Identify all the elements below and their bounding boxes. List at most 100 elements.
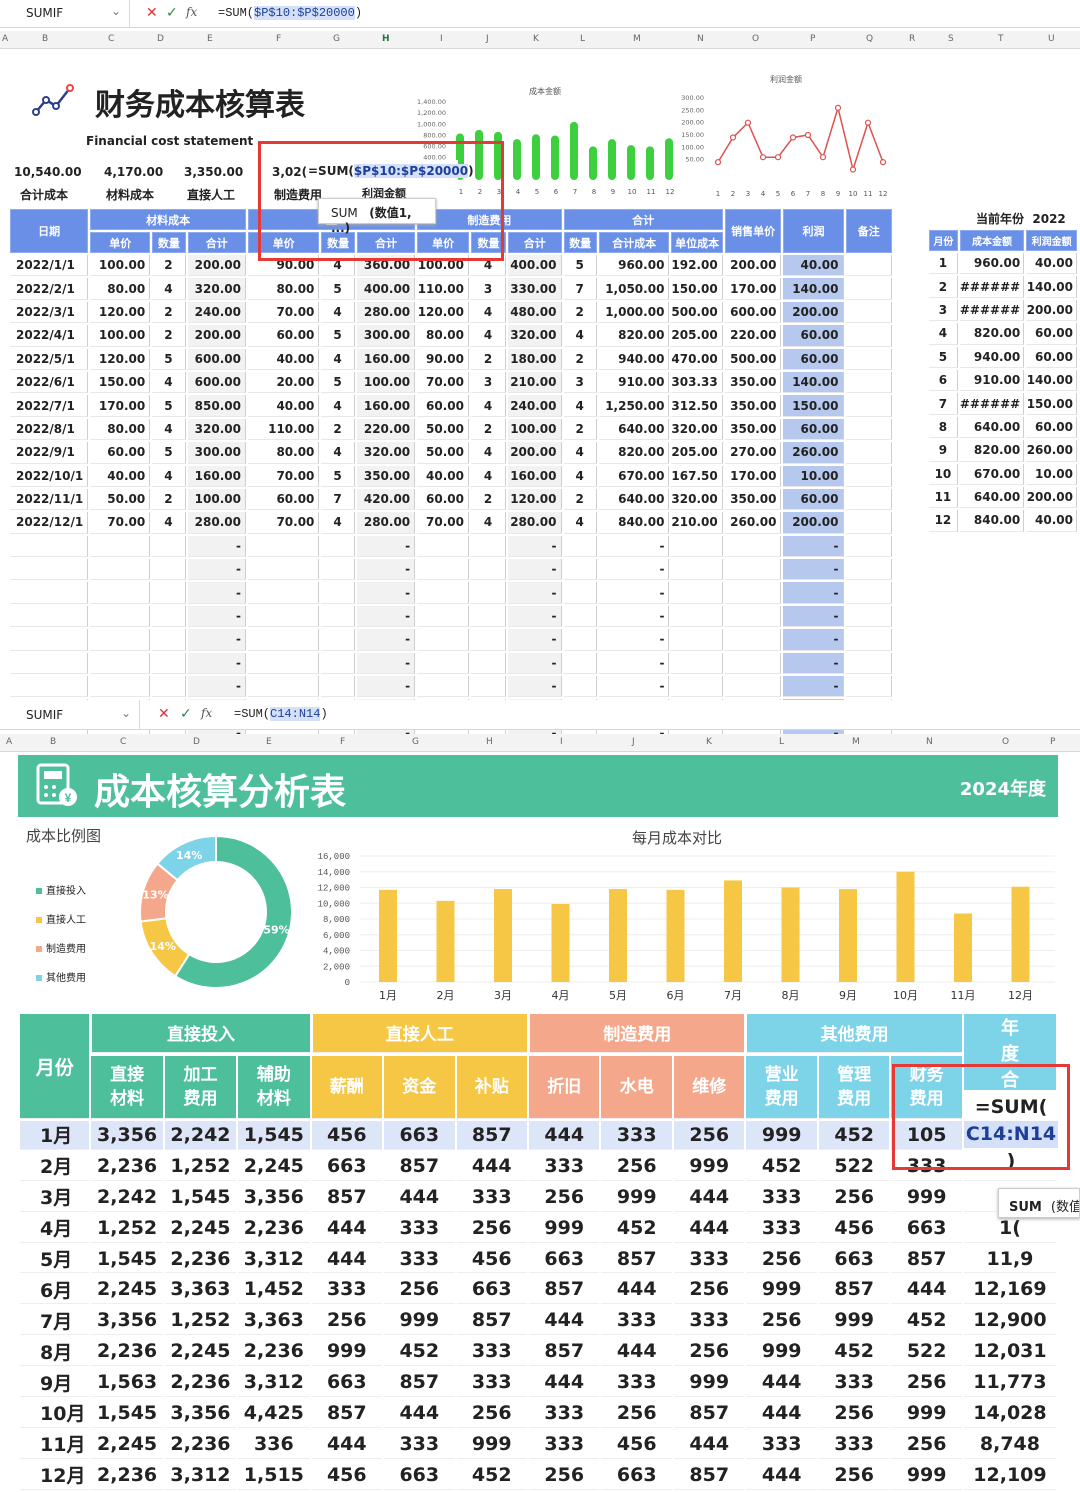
x-tick-label: 2 <box>731 190 735 198</box>
column-letter[interactable]: F <box>276 34 282 44</box>
column-letter[interactable]: L <box>580 34 586 44</box>
table-cell: 100.00 <box>90 325 151 347</box>
x-tick-label: 7 <box>573 188 577 196</box>
column-letter[interactable]: Q <box>866 34 874 44</box>
side-cell: 60.00 <box>1026 346 1077 368</box>
column-letter[interactable]: M <box>633 34 641 44</box>
column-letter[interactable]: U <box>1048 34 1055 44</box>
column-letter[interactable]: K <box>533 34 539 44</box>
column-letter[interactable]: F <box>340 737 346 747</box>
cell-editor-bottom[interactable]: =SUM(C14:N14) <box>964 1090 1058 1172</box>
table-cell: 444 <box>673 1183 745 1212</box>
column-letter[interactable]: O <box>1002 737 1010 747</box>
column-letter[interactable]: E <box>207 34 213 44</box>
column-letter[interactable]: N <box>926 737 933 747</box>
y-tick-label: 50.00 <box>685 156 704 164</box>
column-letter[interactable]: M <box>852 737 860 747</box>
column-letter[interactable]: I <box>560 737 563 747</box>
column-letter[interactable]: N <box>697 34 704 44</box>
confirm-icon[interactable]: ✓ <box>166 5 178 21</box>
fx-icon[interactable]: fx <box>201 706 213 720</box>
chevron-down-icon[interactable]: ⌄ <box>120 706 131 720</box>
table-cell: 7月 <box>20 1306 90 1336</box>
table-cell: 40.00 <box>90 465 151 487</box>
table-cell: 8,748 <box>963 1430 1056 1459</box>
table-cell: 3,363 <box>238 1306 310 1336</box>
table-cell <box>321 605 355 628</box>
table-cell: 60.00 <box>417 395 470 417</box>
table-cell: - <box>598 629 670 651</box>
y-tick-label: 16,000 <box>318 852 350 862</box>
table-cell: 2 <box>321 418 355 441</box>
column-letter[interactable]: D <box>193 737 200 747</box>
table-cell: 3 <box>471 278 507 300</box>
column-letter[interactable]: G <box>333 34 340 44</box>
cell-editor-top[interactable]: =SUM($P$10:$P$20000) <box>306 160 474 182</box>
column-letter[interactable]: C <box>108 34 115 44</box>
sub-header: 合计成本 <box>598 232 670 253</box>
column-letter[interactable]: I <box>440 34 443 44</box>
table-cell: 452 <box>746 1152 817 1181</box>
formula-input-bottom[interactable]: =SUM(C14:N14) <box>234 707 328 721</box>
column-letter[interactable]: E <box>266 737 272 747</box>
column-letter[interactable]: B <box>42 34 49 44</box>
column-letter[interactable]: G <box>412 737 419 747</box>
table-cell <box>845 395 892 417</box>
column-letter[interactable]: K <box>706 737 712 747</box>
column-letter[interactable]: A <box>2 34 9 44</box>
table-cell <box>563 629 597 651</box>
table-cell: 999 <box>311 1337 383 1367</box>
table-cell: 444 <box>529 1121 600 1150</box>
side-cell: 200.00 <box>1026 486 1077 509</box>
column-letter[interactable]: T <box>998 34 1004 44</box>
column-letter[interactable]: A <box>6 737 13 747</box>
y-tick-label: 8,000 <box>323 915 350 925</box>
table-cell: 2 <box>152 325 186 347</box>
pie-label: 59% <box>263 924 289 937</box>
table-cell: 150.00 <box>671 278 723 300</box>
table-cell: 350.00 <box>724 418 782 441</box>
profit-amount-label: 利润金额 <box>362 187 406 200</box>
table-cell <box>321 676 355 698</box>
table-cell: 444 <box>891 1275 962 1305</box>
table-cell: - <box>508 535 562 558</box>
column-letter[interactable]: H <box>382 34 390 44</box>
name-box-bottom[interactable]: SUMIF ⌄ <box>0 700 140 729</box>
table-cell: 60.00 <box>783 488 844 511</box>
x-tick-label: 1月 <box>379 989 397 1002</box>
fx-icon[interactable]: fx <box>186 5 198 19</box>
column-letter[interactable]: R <box>909 34 916 44</box>
column-letter[interactable]: C <box>120 737 127 747</box>
column-letter[interactable]: J <box>486 34 489 44</box>
column-letter[interactable]: O <box>752 34 760 44</box>
table-cell: - <box>187 652 246 675</box>
sub-header: 管理费用 <box>818 1054 890 1119</box>
column-letter[interactable]: P <box>1050 737 1056 747</box>
sub-header: 折旧 <box>529 1054 600 1119</box>
column-letter[interactable]: J <box>632 737 635 747</box>
cancel-icon[interactable]: ✕ <box>158 706 170 722</box>
column-letter[interactable]: D <box>157 34 164 44</box>
name-box[interactable]: SUMIF ⌄ <box>0 0 130 27</box>
calculator-icon: ¥ <box>36 763 77 806</box>
side-cell: 60.00 <box>1026 323 1077 345</box>
table-cell: 80.00 <box>417 325 470 347</box>
column-letter[interactable]: B <box>50 737 57 747</box>
column-letter[interactable]: L <box>779 737 785 747</box>
table-cell: 5 <box>152 395 186 417</box>
formula-input[interactable]: =SUM($P$10:$P$20000) <box>218 6 363 20</box>
chevron-down-icon[interactable]: ⌄ <box>110 4 121 18</box>
table-cell: 999 <box>746 1121 817 1150</box>
column-letter[interactable]: P <box>810 34 816 44</box>
table-cell: 120.00 <box>90 348 151 370</box>
column-letter[interactable]: S <box>948 34 954 44</box>
x-tick-label: 1 <box>459 188 463 196</box>
table-cell: 3,356 <box>91 1121 163 1150</box>
confirm-icon[interactable]: ✓ <box>180 706 192 722</box>
column-letter[interactable]: H <box>486 737 493 747</box>
table-cell: 2 <box>152 255 186 277</box>
table-cell <box>321 559 355 581</box>
cancel-icon[interactable]: ✕ <box>146 5 158 21</box>
table-row: 2022/6/1 150.00 4 600.00 20.00 5 100.00 70.00 3 2… <box>10 371 892 394</box>
table-cell: 4 <box>563 512 597 534</box>
